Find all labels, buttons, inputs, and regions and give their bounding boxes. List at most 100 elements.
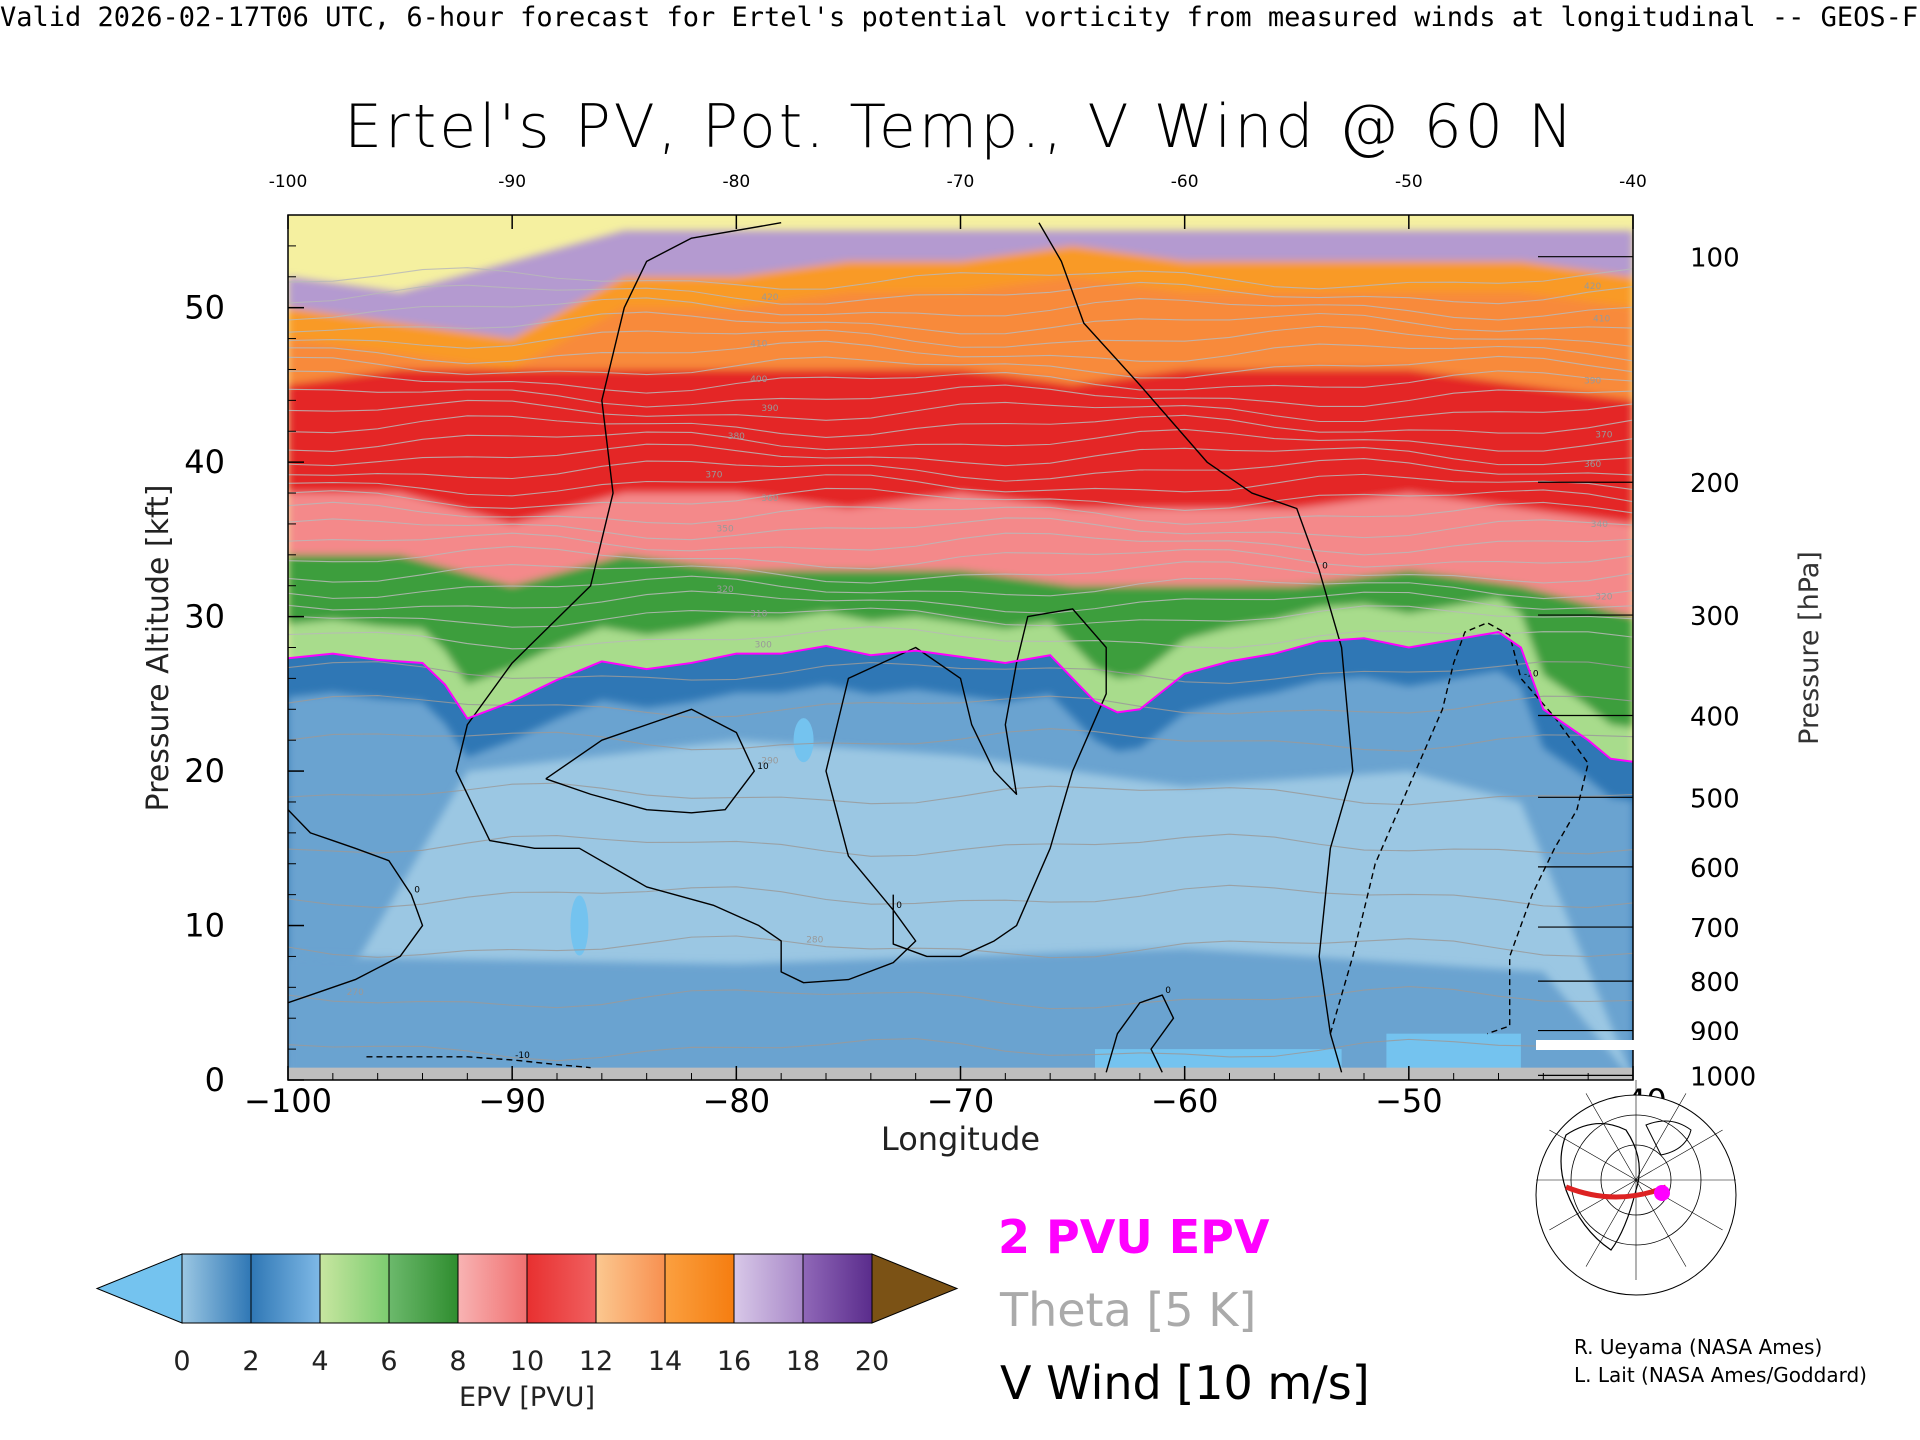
- v-wind-line: [288, 809, 424, 1004]
- top-tick-label: -70: [947, 172, 975, 192]
- theta-line: [288, 590, 1633, 614]
- colorbar-tick-label: 10: [510, 1346, 544, 1377]
- colorbar-box: [181, 1253, 252, 1324]
- map-meridian: [1635, 1179, 1723, 1231]
- x-tick-label: −50: [1375, 1082, 1443, 1120]
- theta-label: 410: [1593, 315, 1610, 325]
- pressure-tick-label: 200: [1690, 469, 1740, 499]
- y-tick-label: 50: [184, 289, 225, 327]
- v-wind-line: [1329, 622, 1589, 1035]
- y-tick-label: 40: [184, 443, 225, 481]
- v-wind-label: 0: [1165, 986, 1171, 996]
- theta-label: 390: [761, 404, 778, 414]
- theta-line: [288, 428, 1633, 452]
- theta-line: [288, 935, 1633, 959]
- shade-lowpv-4: [570, 895, 589, 956]
- pressure-tick-label: 300: [1690, 602, 1740, 632]
- x-tick-label: −70: [927, 1082, 995, 1120]
- colorbar-tick-label: 16: [717, 1346, 751, 1377]
- v-wind-label: -10: [515, 1051, 530, 1061]
- y-tick-label: 20: [184, 752, 225, 790]
- pressure-tick-label: 800: [1690, 968, 1740, 998]
- theta-line: [288, 532, 1633, 556]
- theta-label: 320: [717, 585, 734, 595]
- colorbar-box: [595, 1253, 666, 1324]
- theta-label: 410: [750, 339, 767, 349]
- x-tick-label: −60: [1151, 1082, 1219, 1120]
- pressure-tick-label: 600: [1690, 854, 1740, 884]
- pressure-tick-label: 1000: [1690, 1062, 1756, 1092]
- theta-line: [288, 414, 1633, 438]
- colorbar-box: [733, 1253, 804, 1324]
- theta-label: 270: [347, 988, 364, 998]
- theta-label: 420: [1584, 282, 1601, 292]
- theta-line: [288, 370, 1633, 394]
- theta-line: [288, 695, 1633, 718]
- x-axis-label: Longitude: [881, 1120, 1040, 1158]
- y-tick-label: 0: [205, 1061, 225, 1099]
- colorbar-box: [319, 1253, 390, 1324]
- colorbar-box: [457, 1253, 528, 1324]
- top-tick-label: -80: [722, 172, 750, 192]
- colorbar-low-arrow: [95, 1253, 183, 1324]
- theta-line: [288, 626, 1633, 650]
- colorbar-tick-label: 20: [855, 1346, 889, 1377]
- colorbar-tick-label: 12: [579, 1346, 613, 1377]
- theta-label: 370: [1595, 430, 1612, 440]
- colorbar-high-arrow: [871, 1253, 959, 1324]
- theta-line: [288, 473, 1633, 497]
- theta-label: 300: [755, 641, 772, 651]
- pressure-tick-label: 400: [1690, 702, 1740, 732]
- legend-theta: Theta [5 K]: [1000, 1283, 1257, 1337]
- theta-line: [288, 986, 1633, 1010]
- v-wind-label: 0: [1322, 561, 1328, 571]
- y-tick-label: 10: [184, 907, 225, 945]
- v-wind-line: [1105, 994, 1175, 1073]
- v-wind-label: 10: [757, 762, 769, 772]
- legend-v-wind: V Wind [10 m/s]: [1000, 1356, 1370, 1410]
- colorbar-tick-label: 18: [786, 1346, 820, 1377]
- map-meridian: [1635, 1129, 1723, 1181]
- theta-line: [288, 487, 1633, 512]
- theta-line: [288, 1038, 1633, 1062]
- theta-line: [288, 517, 1633, 541]
- map-meridian: [1549, 1129, 1637, 1181]
- top-caption: Valid 2026-02-17T06 UTC, 6-hour forecast…: [0, 2, 1920, 33]
- credit-line-2: L. Lait (NASA Ames/Goddard): [1574, 1363, 1867, 1387]
- x-tick-label: −100: [244, 1082, 332, 1120]
- theta-line: [288, 884, 1633, 909]
- colorbar-tick-label: 2: [242, 1346, 259, 1377]
- pressure-tick-label: 100: [1690, 244, 1740, 274]
- v-wind-label: 0: [896, 901, 902, 911]
- theta-line: [288, 501, 1633, 525]
- pv-2pvu-contour: [288, 630, 1633, 763]
- colorbar-box: [664, 1253, 735, 1324]
- theta-line: [288, 325, 1633, 349]
- y-axis-label-right: Pressure [hPa]: [1794, 551, 1825, 745]
- theta-line: [288, 267, 1633, 290]
- theta-label: 310: [750, 610, 767, 620]
- colorbar-tick-label: 6: [380, 1346, 397, 1377]
- top-tick-label: -100: [269, 172, 308, 192]
- theta-label: 350: [717, 525, 734, 535]
- legend-pv: 2 PVU EPV: [998, 1210, 1270, 1264]
- x-tick-label: −80: [703, 1082, 771, 1120]
- pv-2pvu-line: [288, 630, 1633, 763]
- theta-line: [288, 384, 1633, 408]
- colorbar-tick-label: 0: [173, 1346, 190, 1377]
- theta-label: 400: [750, 375, 767, 385]
- map-meridian: [1635, 1093, 1687, 1181]
- theta-label: 360: [761, 494, 778, 504]
- theta-line: [288, 399, 1633, 423]
- map-greenland: [1645, 1120, 1692, 1156]
- theta-line: [288, 833, 1633, 857]
- theta-line: [288, 355, 1633, 379]
- colorbar: 0 2 4 6 8 10 12 14 16 18 20 EPV [PVU]: [95, 1253, 959, 1413]
- v-wind-line: [455, 222, 1107, 984]
- theta-label: 320: [1595, 593, 1612, 603]
- theta-line: [288, 443, 1633, 467]
- theta-line: [288, 311, 1633, 335]
- v-wind-label: 0: [414, 886, 420, 896]
